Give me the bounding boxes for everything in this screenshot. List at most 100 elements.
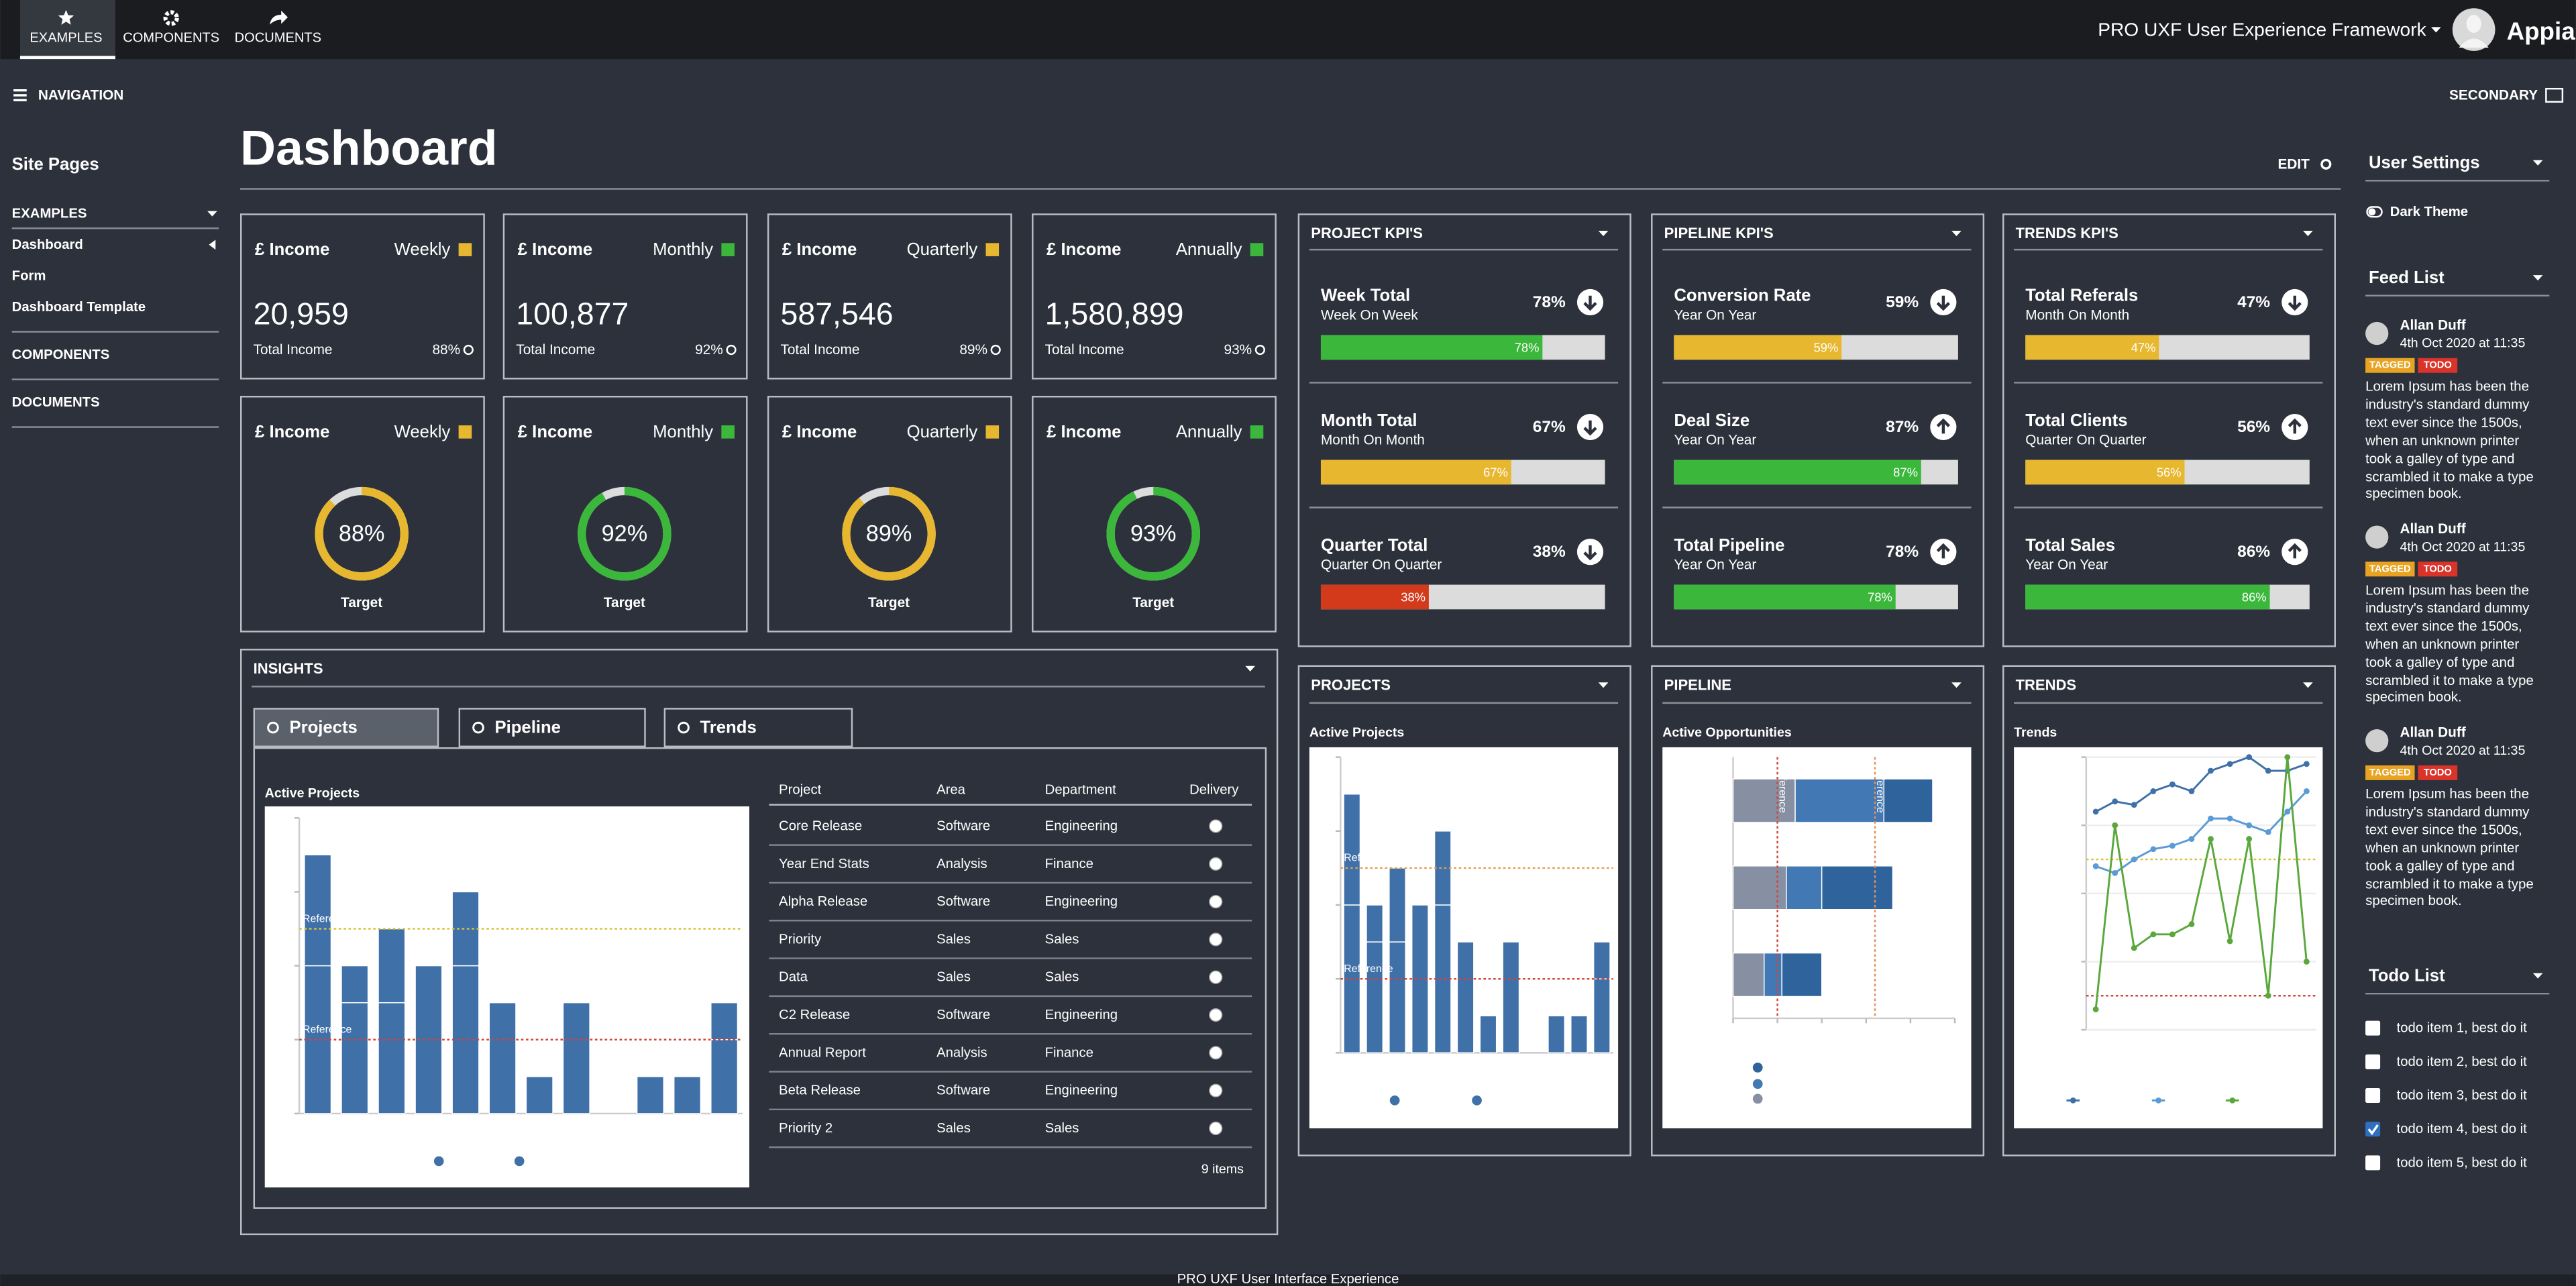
delivery-icon (1209, 895, 1223, 909)
table-cell: C2 Release (779, 1008, 850, 1022)
x-tick-label: Jun (494, 1124, 511, 1136)
checkbox[interactable] (2365, 1122, 2381, 1137)
caret[interactable] (2431, 27, 2441, 33)
x-tick-label: 20 (1816, 1029, 1827, 1040)
trend-arrow (2288, 295, 2302, 311)
table-cell: Alpha Release (779, 894, 867, 909)
toggle-knob[interactable] (2368, 208, 2376, 216)
card-period: Quarterly (907, 423, 978, 441)
y-tick-label: 4 (285, 960, 291, 971)
y-tick-label: Americas (1677, 795, 1721, 806)
caret[interactable] (2303, 682, 2313, 688)
todo-item: todo item 3, best do it (2397, 1088, 2528, 1103)
tab-label[interactable]: Projects (289, 718, 357, 737)
legend-label: Referrals (2083, 1094, 2131, 1107)
delivery-icon (1209, 819, 1223, 833)
reference-label: Reference (1344, 963, 1393, 975)
legend-label: Sales (2242, 1094, 2271, 1107)
app-title[interactable]: PRO UXF User Experience Framework (2098, 19, 2426, 40)
checkbox[interactable] (2365, 1087, 2381, 1104)
delivery-icon (1209, 1121, 1223, 1136)
target-card (1032, 396, 1277, 633)
caret[interactable] (207, 211, 217, 217)
point (2150, 846, 2157, 853)
card-value: 20,959 (254, 297, 349, 331)
caret[interactable] (1951, 230, 1962, 237)
status-square (1250, 243, 1264, 256)
caret[interactable] (2532, 973, 2543, 979)
caret[interactable] (1598, 682, 1609, 688)
tab-label[interactable]: Trends (700, 718, 757, 737)
x-tick-label: Dec (1593, 1063, 1611, 1075)
caret[interactable] (1951, 682, 1962, 688)
status-square (985, 425, 1000, 439)
nav-toggle[interactable]: NAVIGATION (38, 88, 123, 103)
progress-label: 67% (1483, 465, 1508, 479)
progress-label: 78% (1868, 590, 1892, 604)
active-tab (19, 0, 115, 60)
bar (1366, 904, 1384, 943)
checkbox[interactable] (2365, 1054, 2381, 1069)
caret[interactable] (1245, 665, 1256, 672)
panel-title: TRENDS (2016, 676, 2077, 693)
trend-arrow (2288, 543, 2302, 559)
sidebar-link[interactable]: COMPONENTS (12, 347, 110, 362)
table-cell: Priority 2 (779, 1121, 833, 1136)
feed-name: Allan Duff (2400, 317, 2465, 333)
card-label: £ Income (1046, 423, 1121, 441)
point (2265, 829, 2271, 835)
caret[interactable] (209, 239, 216, 250)
card-label: £ Income (782, 240, 857, 259)
kpi-name: Total Pipeline (1674, 536, 1784, 555)
secondary-toggle[interactable]: SECONDARY (2449, 88, 2538, 103)
nav-item[interactable]: EXAMPLES (30, 30, 102, 45)
point (2208, 836, 2214, 842)
kpi-sub: Quarter On Quarter (1321, 557, 1442, 573)
sidebar-link[interactable]: DOCUMENTS (12, 395, 100, 410)
checkbox[interactable] (2365, 1020, 2381, 1036)
table-cell: Software (936, 1083, 990, 1098)
theme-toggle[interactable]: Dark Theme (2390, 205, 2468, 219)
edit-button[interactable]: EDIT (2277, 156, 2310, 172)
tab-label[interactable]: Pipeline (494, 718, 560, 737)
bar (1732, 865, 1787, 910)
section-title: Feed List (2369, 268, 2445, 287)
kpi-name: Total Referals (2025, 286, 2138, 305)
sidebar-link[interactable]: Form (12, 268, 46, 283)
bar (378, 1002, 406, 1114)
kpi-sub: Month On Month (1321, 433, 1425, 448)
bar (1821, 865, 1894, 910)
progress-bar (1674, 460, 1921, 485)
panel-title: PROJECTS (1311, 676, 1391, 693)
legend-marker (1389, 1095, 1400, 1106)
tab (458, 708, 646, 747)
x-tick-label: Feb (1366, 1063, 1384, 1075)
caret[interactable] (2532, 160, 2543, 166)
y-axis-label: % Active (2031, 872, 2043, 915)
tab-icon (267, 721, 279, 734)
card-caption: Total Income (780, 342, 859, 358)
nav-item[interactable]: DOCUMENTS (235, 30, 321, 45)
table-cell: Finance (1045, 857, 1093, 871)
sidebar-link[interactable]: Dashboard Template (12, 300, 146, 315)
checkbox[interactable] (2365, 1155, 2381, 1171)
caret[interactable] (1598, 230, 1609, 237)
top-bar (0, 0, 2576, 60)
caret[interactable] (2303, 230, 2313, 237)
x-tick-label: Jul (2166, 1040, 2180, 1052)
caret[interactable] (2532, 275, 2543, 281)
x-tick-label: 0 (1730, 1029, 1736, 1040)
sidebar-link[interactable]: EXAMPLES (12, 206, 87, 221)
bar (1781, 952, 1823, 998)
sidebar-link[interactable]: Dashboard (12, 237, 83, 252)
x-tick-label: Mar (383, 1124, 401, 1136)
nav-item[interactable]: COMPONENTS (123, 30, 219, 45)
card-percent: 93% (1224, 342, 1252, 358)
x-tick-label: Feb (345, 1124, 364, 1136)
point (2246, 822, 2253, 828)
feed-text-box: Lorem Ipsum has been the industry's stan… (2365, 378, 2534, 502)
x-tick-label: Nov (1570, 1063, 1589, 1075)
y-tick-label: 60 (2066, 1024, 2078, 1036)
card-label: £ Income (255, 240, 329, 259)
tab-content (253, 747, 1267, 1209)
